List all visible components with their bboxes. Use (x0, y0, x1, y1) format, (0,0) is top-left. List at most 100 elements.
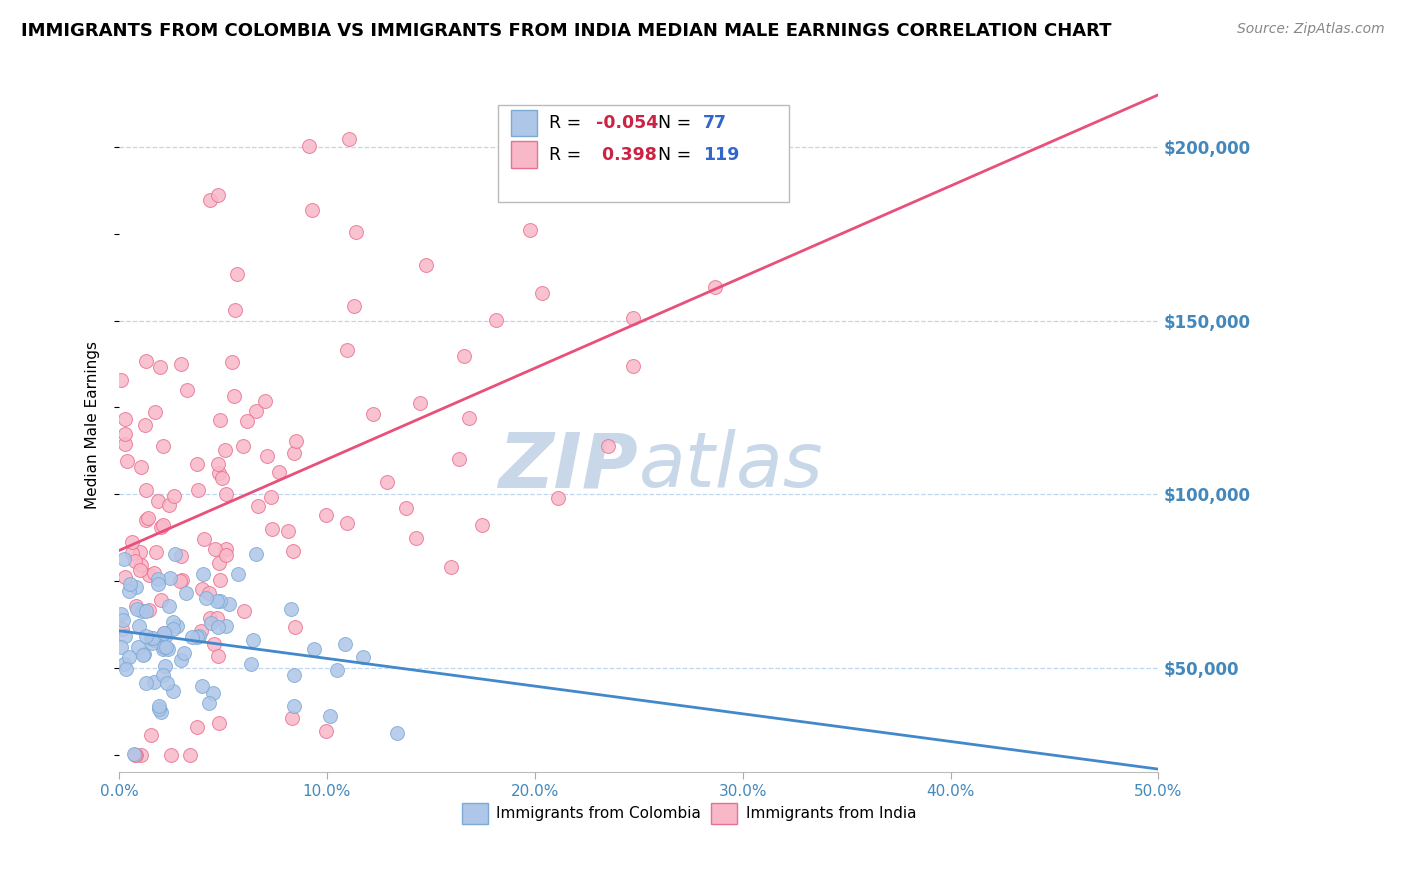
Point (531, 286, 554, 301)
Point (114, 569, 136, 583)
Point (214, 619, 236, 633)
Point (395, 501, 418, 516)
Point (181, 631, 204, 645)
Point (118, 650, 141, 665)
Point (173, 646, 195, 660)
Point (285, 434, 308, 448)
Point (315, 724, 337, 739)
Point (194, 591, 217, 605)
Point (128, 619, 150, 633)
Point (242, 633, 264, 648)
Point (207, 187, 229, 202)
Point (129, 558, 152, 572)
Text: IMMIGRANTS FROM COLOMBIA VS IMMIGRANTS FROM INDIA MEDIAN MALE EARNINGS CORRELATI: IMMIGRANTS FROM COLOMBIA VS IMMIGRANTS F… (21, 22, 1112, 40)
Bar (463, 803, 488, 824)
Point (129, 747, 152, 762)
Point (145, 545, 167, 559)
Point (221, 355, 243, 369)
Point (157, 498, 180, 512)
Point (302, 642, 325, 657)
Point (125, 599, 148, 613)
Point (179, 747, 201, 762)
Point (141, 636, 163, 650)
Point (519, 223, 541, 237)
Point (110, 607, 132, 621)
Point (283, 446, 305, 460)
Point (110, 373, 132, 387)
Point (326, 663, 349, 677)
Point (361, 407, 384, 421)
Point (344, 226, 367, 240)
Point (139, 631, 162, 645)
Point (135, 676, 157, 690)
Point (336, 343, 359, 357)
Point (146, 493, 169, 508)
Point (135, 353, 157, 368)
Point (148, 702, 170, 716)
Point (135, 483, 157, 497)
Point (142, 631, 165, 645)
Point (111, 613, 134, 627)
Point (205, 611, 228, 625)
Text: Source: ZipAtlas.com: Source: ZipAtlas.com (1237, 22, 1385, 37)
Point (131, 648, 153, 663)
Point (152, 642, 174, 657)
Point (125, 601, 148, 615)
Point (193, 532, 215, 546)
Point (159, 571, 181, 585)
Point (124, 747, 146, 762)
Point (122, 747, 145, 762)
Point (621, 359, 644, 373)
Point (267, 465, 290, 479)
Point (118, 577, 141, 591)
Point (114, 427, 136, 442)
Point (208, 716, 231, 731)
Point (121, 546, 143, 560)
Point (129, 544, 152, 558)
FancyBboxPatch shape (498, 105, 789, 202)
Point (170, 357, 193, 371)
Point (190, 624, 212, 638)
Point (148, 698, 170, 713)
Point (209, 412, 232, 426)
Point (207, 594, 229, 608)
Text: 77: 77 (703, 114, 727, 132)
Point (149, 520, 172, 534)
Point (115, 662, 138, 676)
Text: Immigrants from Colombia: Immigrants from Colombia (496, 806, 702, 822)
Point (256, 450, 278, 464)
Point (152, 439, 174, 453)
Point (235, 414, 257, 428)
Text: ZIP: ZIP (499, 429, 638, 503)
Text: 119: 119 (703, 145, 740, 163)
Point (208, 556, 231, 570)
Point (207, 620, 229, 634)
Point (110, 640, 132, 655)
Text: N =: N = (658, 145, 697, 163)
Point (135, 630, 157, 644)
Bar (711, 803, 738, 824)
Point (118, 584, 141, 599)
Point (470, 518, 492, 533)
Point (153, 626, 176, 640)
Point (169, 574, 191, 589)
Point (232, 604, 254, 618)
Point (141, 728, 163, 742)
Point (143, 566, 166, 581)
Point (208, 593, 231, 607)
Point (415, 258, 437, 272)
Point (125, 581, 148, 595)
Text: R =: R = (550, 114, 588, 132)
Point (111, 622, 134, 636)
Point (114, 412, 136, 426)
Point (191, 679, 214, 693)
Point (162, 683, 184, 698)
Text: N =: N = (658, 114, 697, 132)
Point (142, 674, 165, 689)
Point (280, 711, 302, 725)
Point (170, 653, 193, 667)
Point (186, 630, 208, 644)
Point (149, 593, 172, 607)
Point (127, 640, 149, 654)
Text: 0.398: 0.398 (596, 145, 657, 163)
